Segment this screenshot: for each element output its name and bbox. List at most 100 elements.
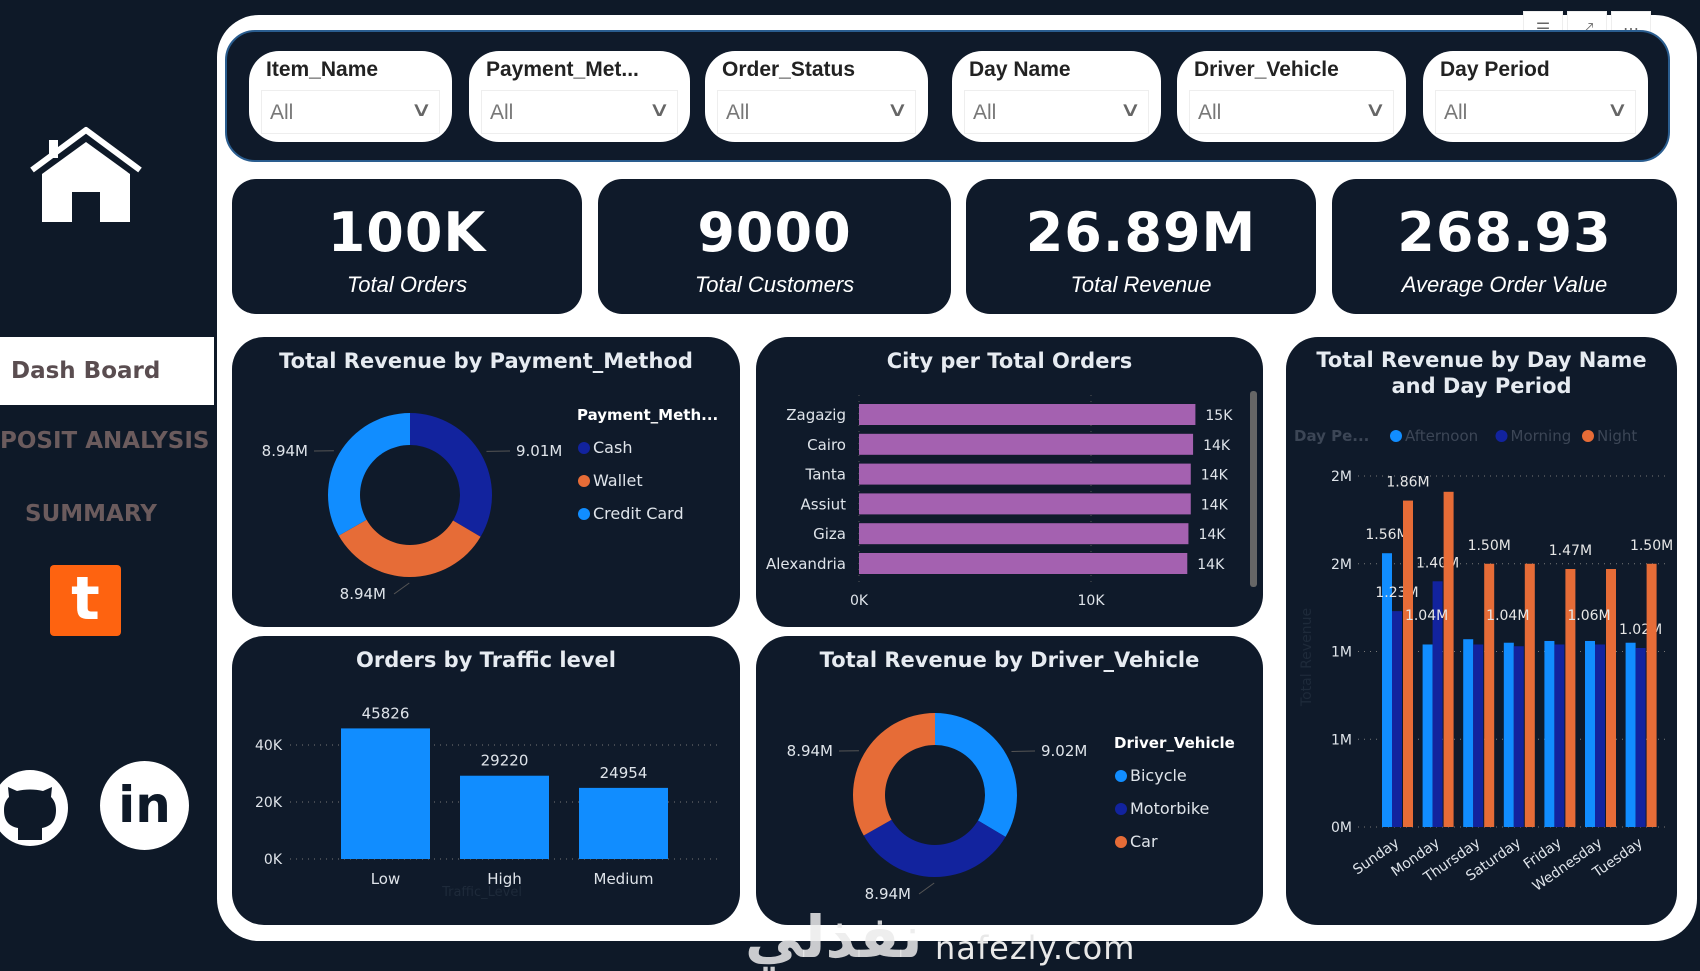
legend-item: Cash [593, 438, 632, 457]
legend-item: Morning [1511, 427, 1572, 445]
bar-sunday-night [1403, 501, 1413, 827]
slicer-1: Payment_Met... All∨ [469, 51, 690, 142]
x-category-label: Low [371, 870, 401, 888]
chevron-down-icon: ∨ [649, 97, 671, 122]
y-tick-label: 2M [1331, 469, 1352, 485]
linkedin-icon[interactable]: in [100, 761, 189, 850]
watermark-logo: نفذلي [745, 908, 922, 966]
bar-saturday-night [1525, 564, 1535, 827]
legend-marker [578, 442, 590, 454]
data-label: 14K [1201, 497, 1229, 513]
y-tick-label: 1M [1331, 732, 1352, 748]
slicer-dropdown[interactable]: All ∨ [717, 90, 916, 134]
data-label: 1.50M [1468, 538, 1511, 554]
data-label: 14K [1201, 468, 1229, 484]
bar-sunday-morning [1392, 611, 1402, 827]
bar-assiut [859, 493, 1191, 514]
kpi-label: Total Revenue [966, 272, 1316, 298]
legend-title: Driver_Vehicle [1114, 734, 1235, 752]
y-tick-label: 1M [1331, 645, 1352, 661]
linkedin-text: in [118, 776, 171, 834]
bar-high [460, 776, 549, 859]
leader-line [394, 583, 409, 594]
legend-item: Bicycle [1130, 766, 1187, 785]
y-category-label: Assiut [801, 495, 847, 513]
y-tick-label: 0K [264, 852, 283, 868]
data-label: 1.06M [1567, 608, 1610, 624]
data-label: 24954 [600, 764, 648, 782]
donut-slice-cash [410, 413, 492, 537]
legend-marker [1115, 770, 1127, 782]
slicer-label: Order_Status [722, 58, 855, 82]
slicer-3: Day Name All∨ [952, 51, 1161, 142]
bar-monday-night [1444, 492, 1454, 827]
slicer-value: All [973, 101, 996, 125]
data-label: 9.02M [1041, 742, 1087, 760]
slicer-dropdown[interactable]: All∨ [964, 90, 1149, 134]
data-label: 14K [1198, 527, 1226, 543]
data-label: 29220 [481, 752, 529, 770]
legend-marker [1496, 430, 1508, 442]
y-category-label: Zagazig [786, 406, 846, 424]
data-label: 1.56M [1365, 527, 1408, 543]
data-label: 9.01M [516, 442, 562, 460]
data-label: 1.86M [1386, 475, 1429, 491]
chevron-down-icon: ∨ [887, 97, 909, 122]
legend-marker [578, 508, 590, 520]
slicer-dropdown[interactable]: All∨ [1189, 90, 1394, 134]
kpi-label: Total Customers [598, 272, 951, 298]
y-tick-label: 20K [255, 795, 283, 811]
kpi-card: 26.89M Total Revenue [966, 179, 1316, 314]
y-category-label: Alexandria [766, 555, 846, 573]
kpi-card: 268.93 Average Order Value [1332, 179, 1677, 314]
nav-posit-analysis[interactable]: POSIT ANALYSIS [0, 428, 214, 454]
bar-wednesday-afternoon [1585, 641, 1595, 827]
kpi-value: 26.89M [966, 201, 1316, 264]
legend-item: Wallet [593, 471, 643, 490]
legend-item: Afternoon [1405, 427, 1478, 445]
legend-title: Day Pe... [1294, 427, 1369, 445]
legend-marker [578, 475, 590, 487]
slicer-value: All [726, 101, 749, 125]
data-label: 15K [1205, 408, 1233, 424]
data-label: 1.47M [1549, 543, 1592, 559]
bar-thursday-night [1484, 564, 1494, 827]
legend-title: Payment_Meth... [577, 406, 718, 424]
slicer-label: Day Period [1440, 58, 1550, 82]
data-label: 1.04M [1486, 608, 1529, 624]
tableau-public-icon[interactable]: t [50, 565, 121, 636]
slicer-5: Day Period All∨ [1423, 51, 1648, 142]
nav-summary[interactable]: SUMMARY [0, 501, 198, 527]
bar-giza [859, 523, 1188, 544]
x-tick-label: 0K [850, 593, 869, 609]
slicer-dropdown[interactable]: All∨ [261, 90, 440, 134]
bar-zagazig [859, 404, 1195, 425]
slicer-dropdown[interactable]: All∨ [1435, 90, 1636, 134]
day-revenue-card: Total Revenue by Day Name and Day Period… [1286, 337, 1677, 925]
kpi-card: 9000 Total Customers [598, 179, 951, 314]
slicer-dropdown[interactable]: All∨ [481, 90, 678, 134]
data-label: 1.50M [1630, 538, 1673, 554]
x-category-label: Medium [594, 870, 654, 888]
bar-friday-afternoon [1544, 641, 1554, 827]
y-category-label: Giza [813, 525, 846, 543]
legend-item: Credit Card [593, 504, 684, 523]
bar-thursday-morning [1473, 644, 1483, 827]
github-icon[interactable] [0, 768, 70, 848]
nav-dash-board[interactable]: Dash Board [0, 337, 214, 405]
bar-wednesday-morning [1595, 644, 1605, 827]
donut-slice-motorbike [864, 820, 1006, 877]
y-category-label: Cairo [807, 436, 846, 454]
bar-saturday-morning [1514, 646, 1524, 827]
legend-marker [1115, 803, 1127, 815]
home-icon[interactable] [28, 126, 144, 226]
donut-slice-wallet [339, 520, 481, 577]
data-label: 8.94M [865, 885, 911, 903]
kpi-value: 268.93 [1332, 201, 1677, 264]
slicer-4: Driver_Vehicle All∨ [1177, 51, 1406, 142]
legend-marker [1390, 430, 1402, 442]
x-tick-label: 10K [1078, 593, 1106, 609]
chevron-down-icon: ∨ [1365, 97, 1387, 122]
